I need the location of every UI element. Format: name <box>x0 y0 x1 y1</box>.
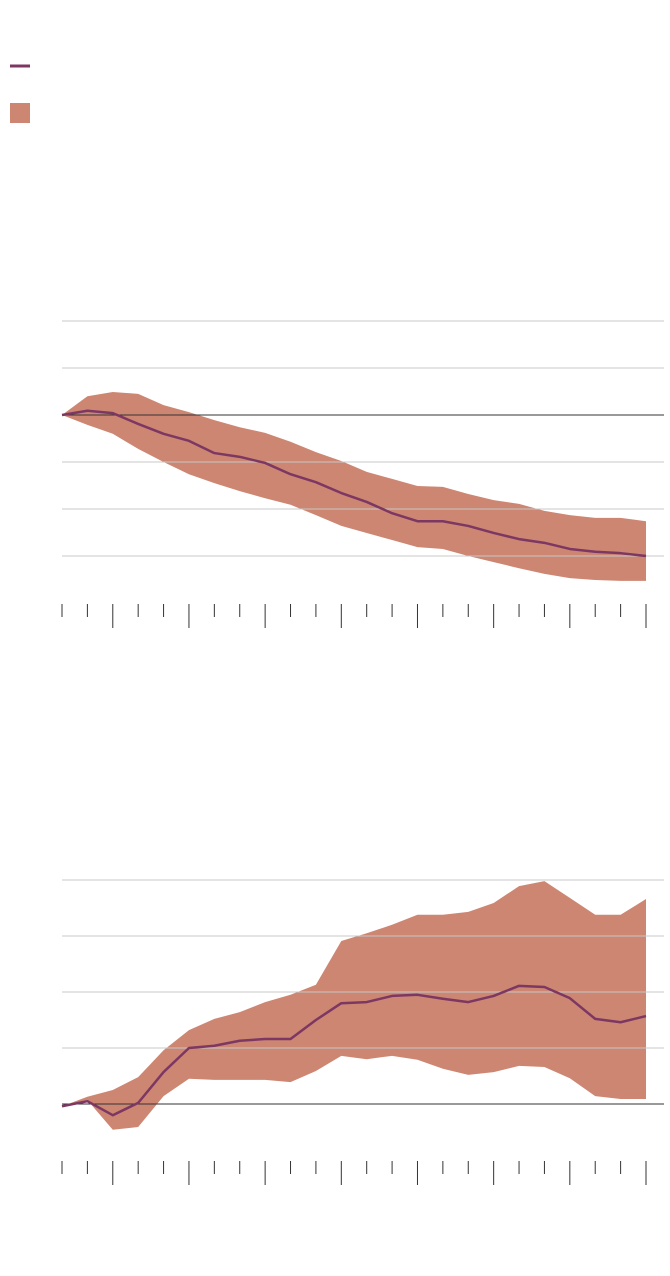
series-line <box>61 409 647 558</box>
legend-band-swatch <box>10 103 30 123</box>
uncertainty-band <box>62 881 646 1130</box>
uncertainty-band <box>62 391 646 581</box>
series-line <box>61 984 647 1117</box>
